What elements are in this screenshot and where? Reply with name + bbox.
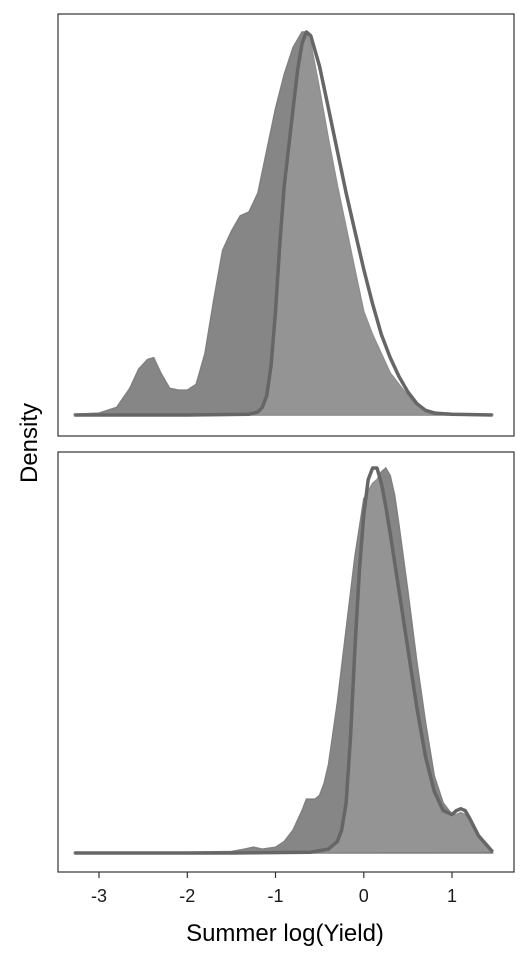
y-axis-title: Density bbox=[16, 403, 43, 483]
x-axis-title: Summer log(Yield) bbox=[186, 920, 384, 947]
x-tick-label: 1 bbox=[447, 886, 457, 906]
panel-top bbox=[57, 13, 515, 437]
x-axis: -3 -2 -1 0 1 bbox=[91, 872, 457, 906]
x-tick-label: -3 bbox=[91, 886, 107, 906]
panel-top-density-outline bbox=[74, 30, 493, 417]
panel-bottom-density-area bbox=[73, 466, 494, 854]
panel-bottom bbox=[57, 451, 515, 873]
x-tick-label: -1 bbox=[267, 886, 283, 906]
panel-bottom-density-outline bbox=[74, 466, 494, 855]
x-tick-label: -2 bbox=[179, 886, 195, 906]
x-tick-label: 0 bbox=[359, 886, 369, 906]
